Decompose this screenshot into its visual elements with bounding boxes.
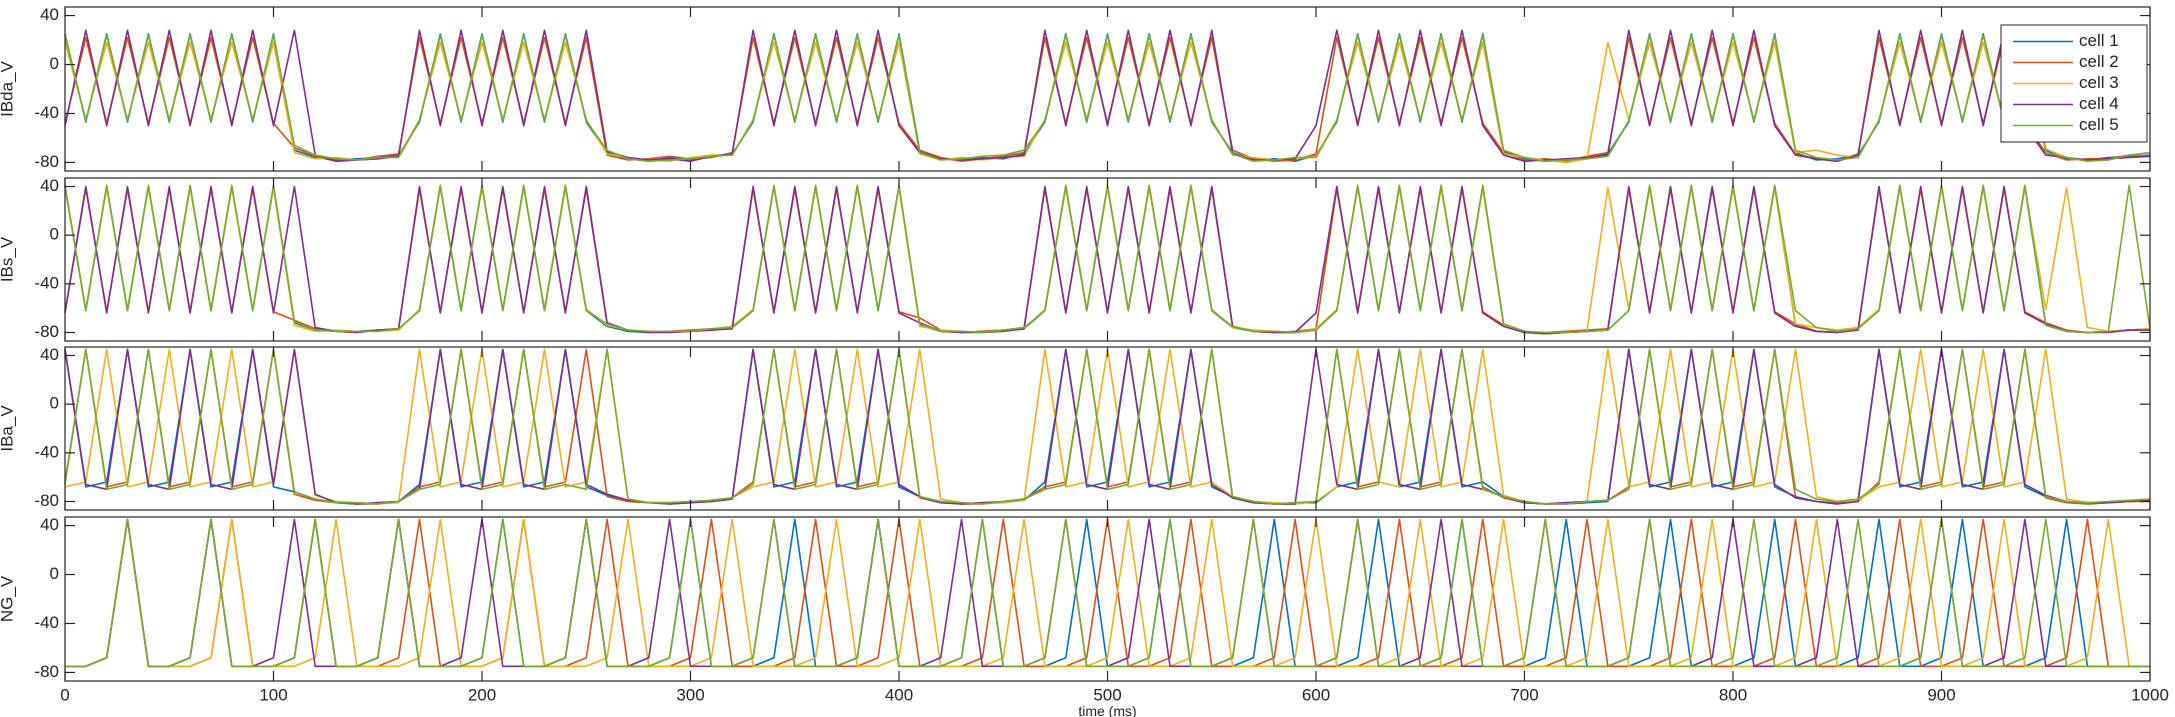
y-tick-label: -40 bbox=[34, 273, 59, 292]
y-tick-label: 0 bbox=[50, 564, 59, 583]
legend-label: cell 3 bbox=[2079, 73, 2119, 92]
x-tick-label: 500 bbox=[1093, 685, 1121, 704]
legend-label: cell 1 bbox=[2079, 31, 2119, 50]
trace bbox=[65, 518, 2150, 668]
trace bbox=[65, 518, 2150, 668]
x-tick-label: 800 bbox=[1719, 685, 1747, 704]
y-tick-label: -40 bbox=[34, 103, 59, 122]
x-tick-label: 200 bbox=[468, 685, 496, 704]
y-axis-label: IBs_V bbox=[0, 236, 16, 282]
y-tick-label: 0 bbox=[50, 394, 59, 413]
x-tick-label: 900 bbox=[1927, 685, 1955, 704]
y-tick-label: -80 bbox=[34, 152, 59, 171]
trace bbox=[65, 518, 2150, 668]
y-axis-label: NG_V bbox=[0, 575, 16, 622]
trace bbox=[64, 348, 2151, 505]
legend-label: cell 4 bbox=[2079, 94, 2119, 113]
y-tick-label: -80 bbox=[34, 491, 59, 510]
y-axis-label: IBa_V bbox=[0, 405, 16, 452]
x-axis-label: time (ms) bbox=[1078, 703, 1136, 717]
y-tick-label: 40 bbox=[40, 176, 59, 195]
legend: cell 1 cell 2 cell 3 cell 4 cell 5 bbox=[2000, 24, 2148, 143]
legend-label: cell 2 bbox=[2079, 52, 2119, 71]
axes-frame bbox=[64, 6, 2151, 172]
y-tick-label: -80 bbox=[34, 322, 59, 341]
y-tick-label: 40 bbox=[40, 5, 59, 24]
x-tick-label: 1000 bbox=[2131, 685, 2169, 704]
panel: -80 -40 0 40 IBa_V bbox=[0, 345, 2151, 511]
trace bbox=[64, 185, 2150, 335]
panel: -80 -40 0 40 IBs_V bbox=[0, 176, 2151, 342]
x-tick-label: 600 bbox=[1302, 685, 1330, 704]
y-tick-label: -80 bbox=[34, 662, 59, 681]
axes-frame bbox=[64, 177, 2151, 342]
y-tick-label: 40 bbox=[40, 345, 59, 364]
y-tick-label: 40 bbox=[40, 515, 59, 534]
trace bbox=[65, 518, 2150, 668]
y-axis-label: IBda_V bbox=[0, 60, 16, 116]
trace bbox=[64, 29, 2151, 162]
x-tick-label: 300 bbox=[676, 685, 704, 704]
trace bbox=[65, 518, 2150, 668]
y-tick-label: -40 bbox=[34, 442, 59, 461]
y-tick-label: 0 bbox=[50, 54, 59, 73]
x-tick-label: 400 bbox=[885, 685, 913, 704]
trace bbox=[64, 33, 2151, 162]
x-tick-label: 700 bbox=[1510, 685, 1538, 704]
trace bbox=[64, 36, 2151, 162]
trace bbox=[64, 348, 2151, 505]
y-tick-label: 0 bbox=[50, 225, 59, 244]
x-tick-label: 100 bbox=[259, 685, 287, 704]
x-tick-label: 0 bbox=[60, 685, 69, 704]
trace bbox=[64, 41, 2151, 164]
legend-label: cell 5 bbox=[2079, 115, 2119, 134]
y-tick-label: -40 bbox=[34, 613, 59, 632]
trace bbox=[64, 34, 2151, 162]
